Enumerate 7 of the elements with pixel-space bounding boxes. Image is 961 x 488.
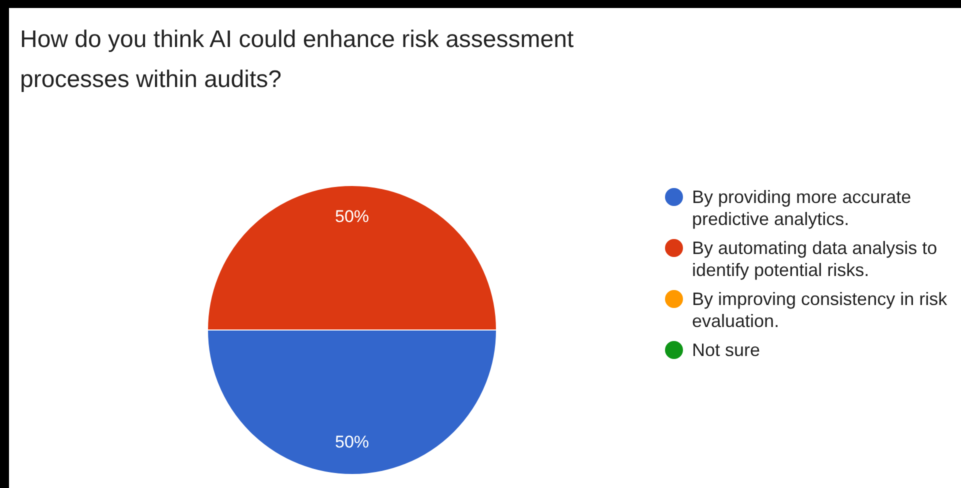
legend-label: By providing more accurate predictive analytics. bbox=[692, 186, 912, 230]
data-label: 50% bbox=[334, 432, 370, 452]
legend-label: By automating data analysis to identify potential risks. bbox=[692, 237, 938, 281]
data-label: 50% bbox=[334, 206, 370, 226]
legend-label: Not sure bbox=[692, 339, 760, 361]
legend-label: By improving consistency in risk evaluation. bbox=[692, 288, 948, 332]
chart-title: How do you think AI could enhance risk assessment processes within audits? bbox=[20, 25, 575, 95]
